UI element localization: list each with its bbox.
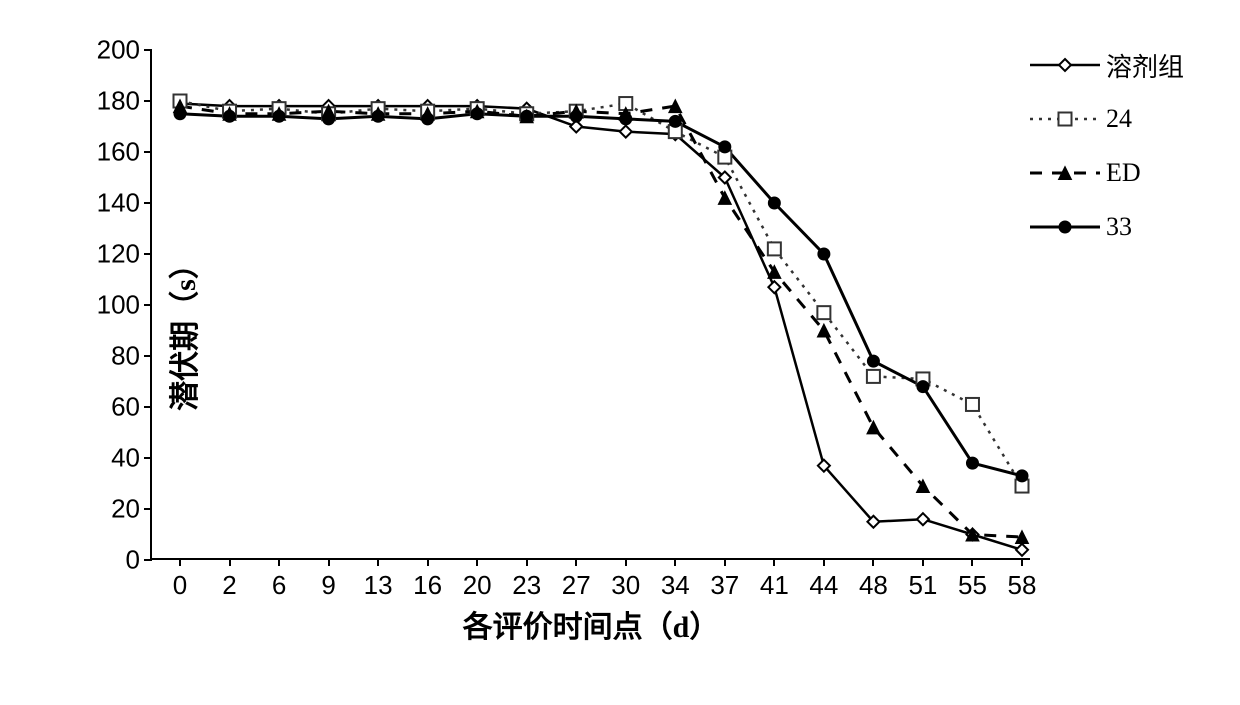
x-tick-label: 2 bbox=[222, 570, 236, 601]
x-tick bbox=[278, 558, 280, 566]
y-tick-label: 120 bbox=[97, 239, 140, 270]
y-tick-label: 100 bbox=[97, 290, 140, 321]
x-tick-label: 41 bbox=[760, 570, 789, 601]
x-tick bbox=[179, 558, 181, 566]
x-tick-label: 20 bbox=[463, 570, 492, 601]
x-tick bbox=[674, 558, 676, 566]
x-tick bbox=[1021, 558, 1023, 566]
series-line-24 bbox=[180, 101, 1022, 486]
y-tick-label: 160 bbox=[97, 137, 140, 168]
y-tick-label: 40 bbox=[111, 443, 140, 474]
y-tick bbox=[144, 457, 152, 459]
y-tick bbox=[144, 202, 152, 204]
x-tick-label: 23 bbox=[512, 570, 541, 601]
series-line-33 bbox=[180, 114, 1022, 476]
legend-item-ED: ED bbox=[1030, 158, 1200, 188]
x-tick-label: 34 bbox=[661, 570, 690, 601]
y-tick bbox=[144, 304, 152, 306]
legend-swatch bbox=[1030, 217, 1100, 237]
x-tick-label: 58 bbox=[1008, 570, 1037, 601]
series-line-ED bbox=[180, 106, 1022, 537]
chart-svg bbox=[152, 50, 1030, 558]
y-tick bbox=[144, 253, 152, 255]
x-tick bbox=[328, 558, 330, 566]
x-tick bbox=[872, 558, 874, 566]
legend-label: 24 bbox=[1106, 104, 1132, 134]
x-tick-label: 30 bbox=[611, 570, 640, 601]
y-tick-label: 140 bbox=[97, 188, 140, 219]
x-tick bbox=[724, 558, 726, 566]
x-tick bbox=[625, 558, 627, 566]
y-tick bbox=[144, 100, 152, 102]
x-tick-label: 27 bbox=[562, 570, 591, 601]
y-tick bbox=[144, 355, 152, 357]
x-tick bbox=[922, 558, 924, 566]
x-tick bbox=[476, 558, 478, 566]
y-tick-label: 80 bbox=[111, 341, 140, 372]
legend-label: ED bbox=[1106, 158, 1141, 188]
y-tick bbox=[144, 49, 152, 51]
y-tick-label: 200 bbox=[97, 35, 140, 66]
y-axis-title: 潜伏期（s） bbox=[160, 249, 204, 411]
legend-item-33: 33 bbox=[1030, 212, 1200, 242]
x-tick bbox=[427, 558, 429, 566]
series-line-溶剂组 bbox=[180, 104, 1022, 550]
y-tick bbox=[144, 559, 152, 561]
legend-swatch bbox=[1030, 163, 1100, 183]
x-tick-label: 51 bbox=[908, 570, 937, 601]
legend-label: 33 bbox=[1106, 212, 1132, 242]
legend-swatch bbox=[1030, 109, 1100, 129]
chart-container: 溶剂组24ED33 潜伏期（s） 各评价时间点（d） 0204060801001… bbox=[40, 20, 1200, 680]
y-tick-label: 0 bbox=[126, 545, 140, 576]
plot-area: 溶剂组24ED33 潜伏期（s） 各评价时间点（d） 0204060801001… bbox=[150, 50, 1030, 560]
legend-label: 溶剂组 bbox=[1106, 47, 1184, 84]
y-tick bbox=[144, 406, 152, 408]
x-tick-label: 13 bbox=[364, 570, 393, 601]
y-tick-label: 20 bbox=[111, 494, 140, 525]
x-tick-label: 37 bbox=[710, 570, 739, 601]
legend: 溶剂组 24 ED 33 bbox=[1030, 50, 1200, 266]
x-tick bbox=[575, 558, 577, 566]
x-tick bbox=[823, 558, 825, 566]
x-tick-label: 0 bbox=[173, 570, 187, 601]
x-tick bbox=[971, 558, 973, 566]
x-tick-label: 48 bbox=[859, 570, 888, 601]
x-tick-label: 44 bbox=[809, 570, 838, 601]
y-tick-label: 60 bbox=[111, 392, 140, 423]
x-tick-label: 16 bbox=[413, 570, 442, 601]
legend-item-24: 24 bbox=[1030, 104, 1200, 134]
x-axis-title: 各评价时间点（d） bbox=[463, 602, 720, 646]
y-tick-label: 180 bbox=[97, 86, 140, 117]
y-tick bbox=[144, 151, 152, 153]
legend-swatch bbox=[1030, 55, 1100, 75]
x-tick-label: 9 bbox=[321, 570, 335, 601]
legend-item-溶剂组: 溶剂组 bbox=[1030, 50, 1200, 80]
x-tick-label: 6 bbox=[272, 570, 286, 601]
x-tick-label: 55 bbox=[958, 570, 987, 601]
x-tick bbox=[377, 558, 379, 566]
x-tick bbox=[526, 558, 528, 566]
x-tick bbox=[229, 558, 231, 566]
y-tick bbox=[144, 508, 152, 510]
x-tick bbox=[773, 558, 775, 566]
